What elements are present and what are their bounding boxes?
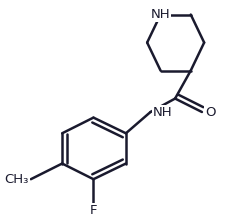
Text: O: O bbox=[205, 106, 216, 118]
Text: F: F bbox=[90, 204, 97, 217]
Text: CH₃: CH₃ bbox=[4, 173, 29, 186]
Text: NH: NH bbox=[153, 106, 173, 118]
Text: NH: NH bbox=[151, 8, 170, 21]
